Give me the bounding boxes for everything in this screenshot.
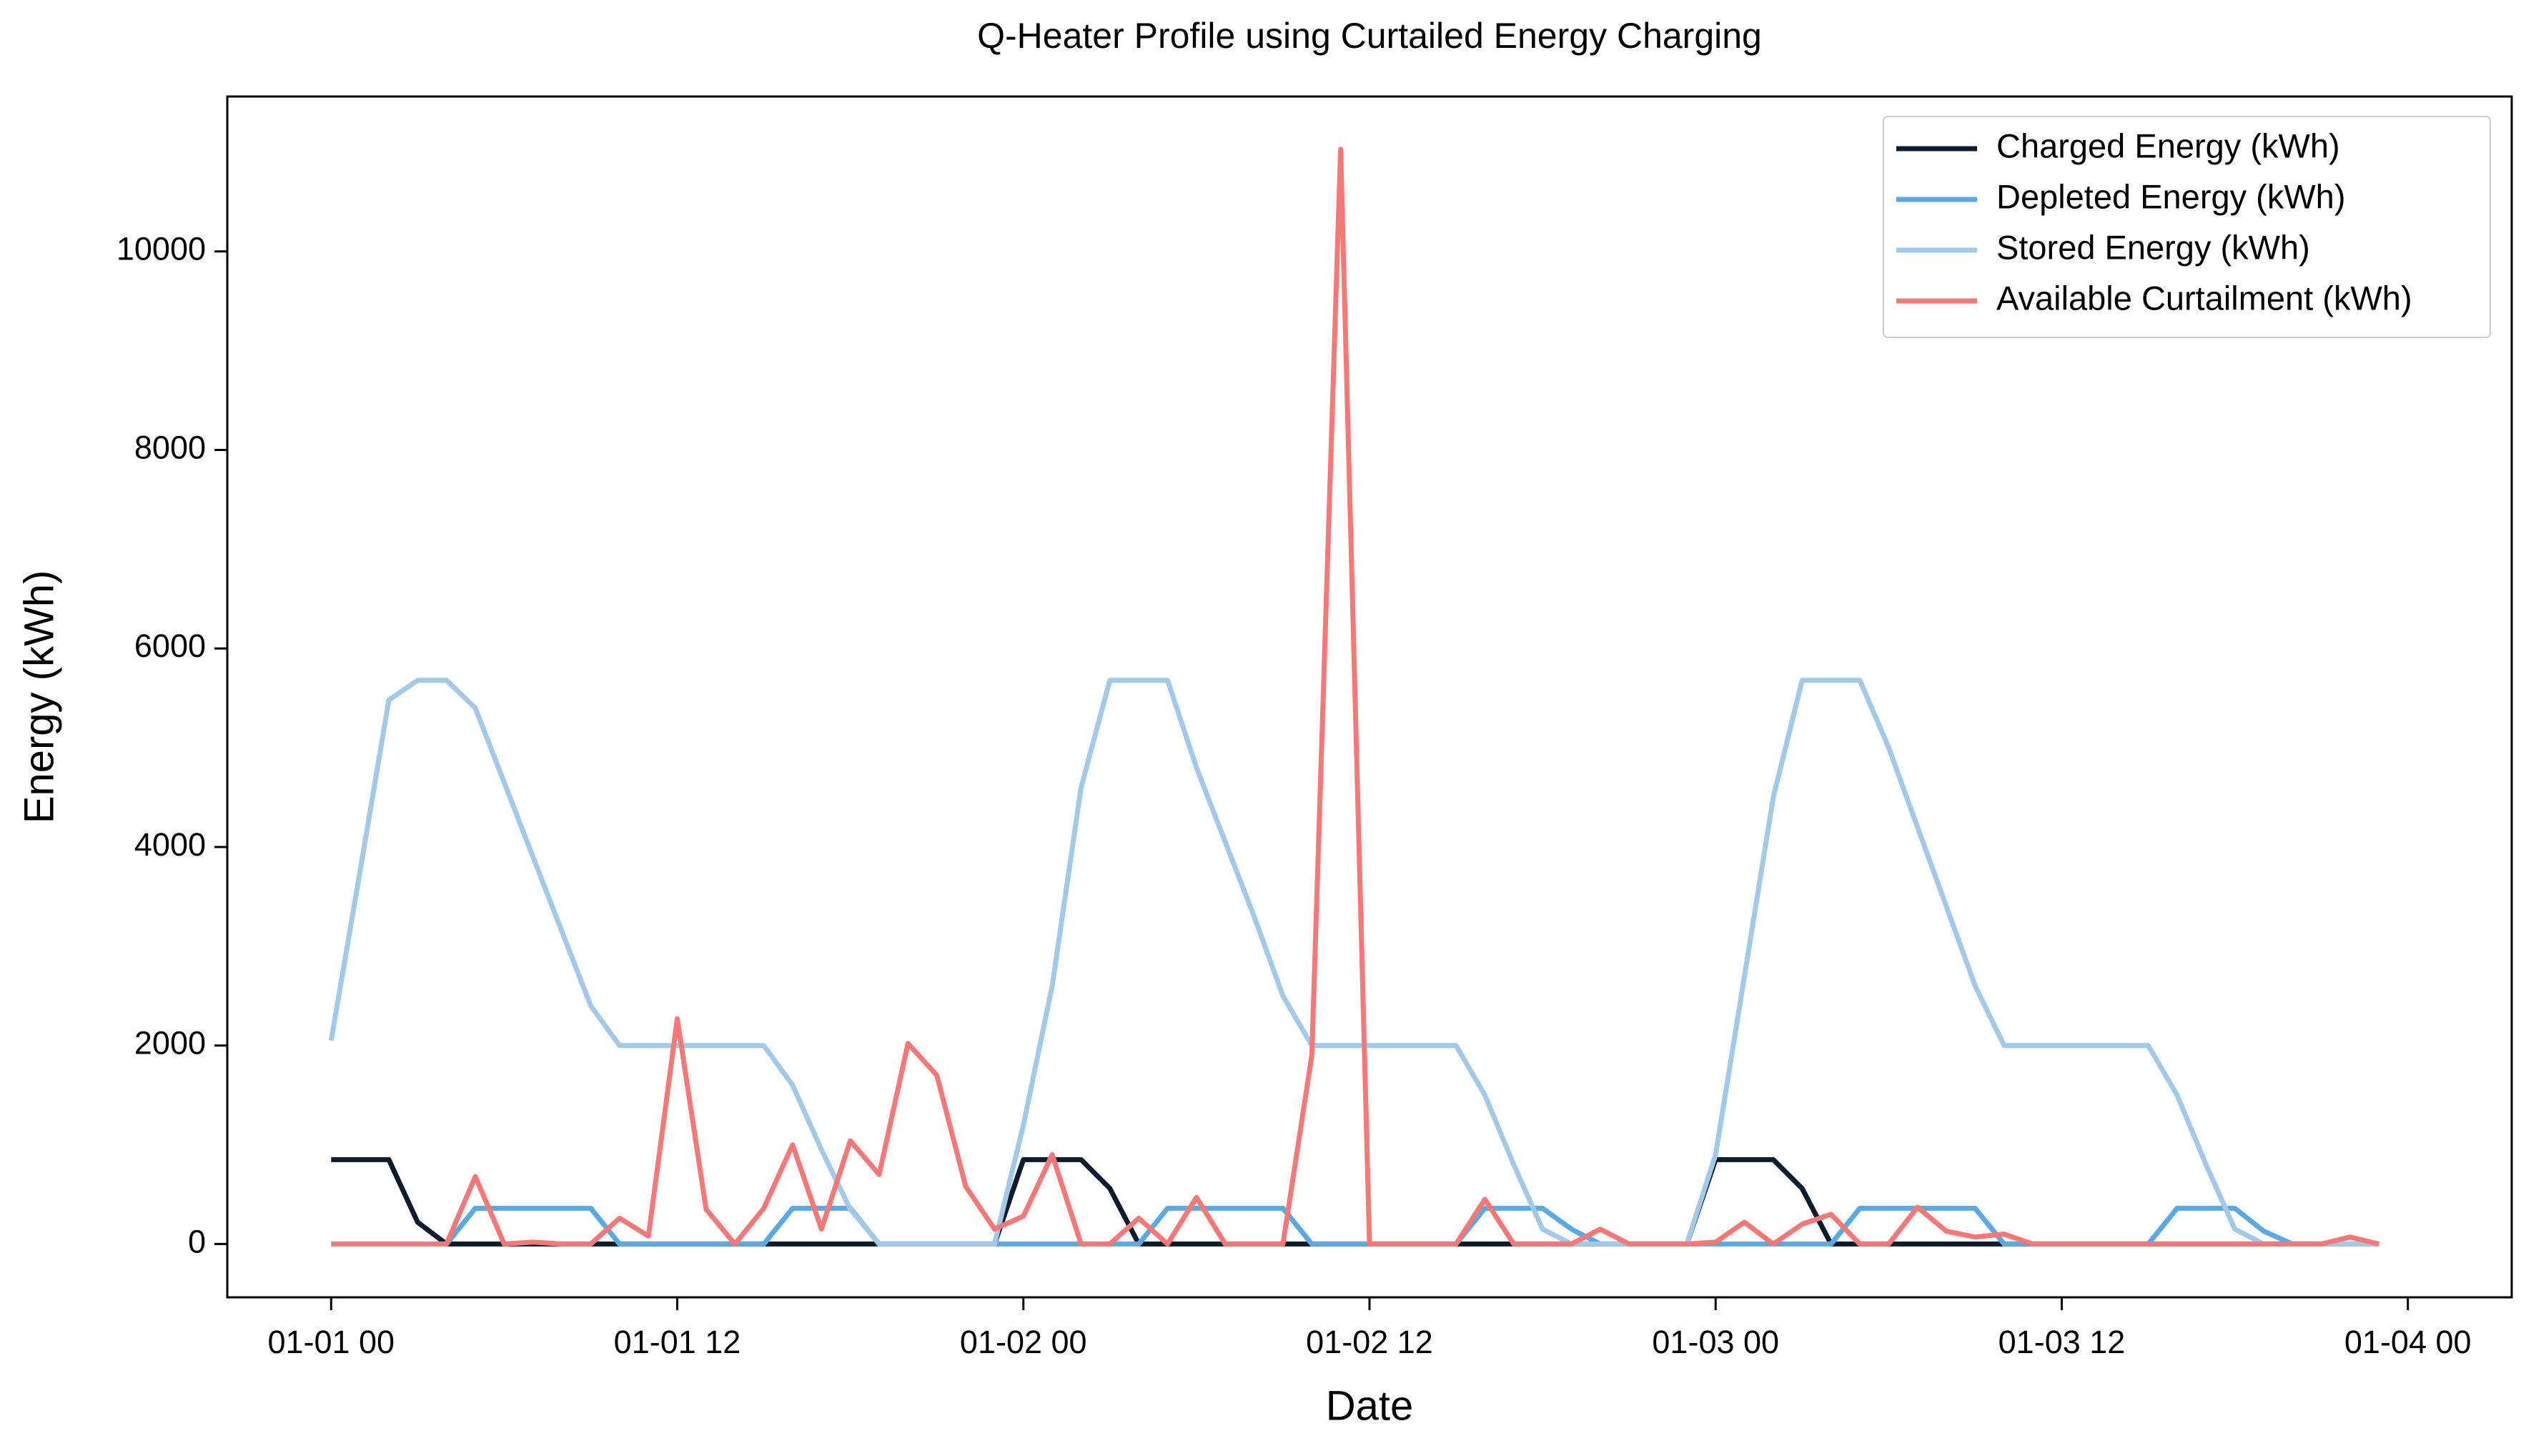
y-tick-label: 10000 <box>117 231 206 267</box>
x-tick-label: 01-01 12 <box>614 1324 741 1360</box>
x-axis-label: Date <box>1326 1382 1414 1429</box>
y-tick-label: 4000 <box>134 826 206 863</box>
x-tick-label: 01-03 00 <box>1652 1324 1779 1360</box>
y-tick-label: 2000 <box>134 1025 206 1061</box>
legend-label: Available Curtailment (kWh) <box>1996 279 2412 317</box>
legend-label: Stored Energy (kWh) <box>1996 228 2310 266</box>
legend-label: Depleted Energy (kWh) <box>1996 177 2345 215</box>
y-axis-label: Energy (kWh) <box>16 570 62 824</box>
x-tick-label: 01-02 12 <box>1306 1324 1433 1360</box>
series-line <box>331 147 2380 1247</box>
y-tick-label: 8000 <box>134 429 206 465</box>
x-tick-label: 01-02 00 <box>960 1324 1087 1360</box>
plot-frame <box>226 95 2513 1299</box>
chart-title: Q-Heater Profile using Curtailed Energy … <box>977 16 1762 56</box>
x-tick-label: 01-01 00 <box>267 1324 395 1360</box>
y-tick-label: 0 <box>188 1223 206 1259</box>
legend-label: Charged Energy (kWh) <box>1996 127 2340 164</box>
y-tick-label: 6000 <box>134 628 206 664</box>
legend-box <box>1883 116 2491 338</box>
x-tick-label: 01-03 12 <box>1998 1324 2126 1360</box>
x-tick-label: 01-04 00 <box>2344 1324 2472 1360</box>
